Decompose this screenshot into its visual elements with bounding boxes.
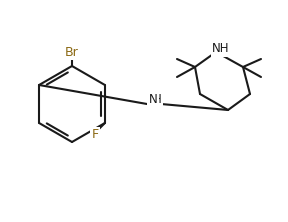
Text: Br: Br bbox=[65, 46, 79, 59]
Text: H: H bbox=[153, 93, 161, 107]
Text: N: N bbox=[149, 93, 157, 107]
Text: F: F bbox=[91, 129, 98, 141]
Text: NH: NH bbox=[212, 42, 230, 56]
